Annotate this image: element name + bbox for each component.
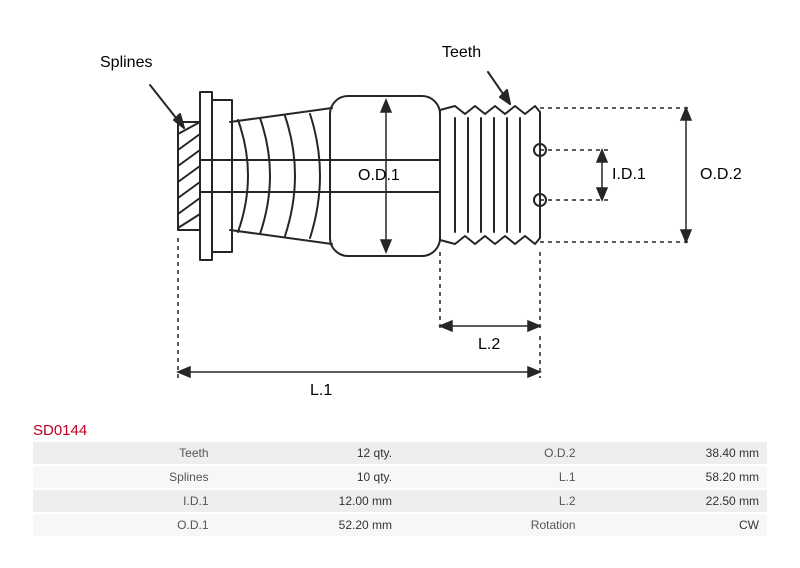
label-l2: L.2 (478, 336, 500, 354)
spec-key: L.1 (400, 465, 584, 489)
label-id1: I.D.1 (612, 166, 646, 184)
technical-diagram: Splines Teeth O.D.1 I.D.1 O.D.2 L.2 L.1 (0, 0, 800, 420)
part-code: SD0144 (33, 422, 87, 439)
label-od1: O.D.1 (358, 167, 400, 185)
spec-key: O.D.2 (400, 442, 584, 465)
spec-value: 12 qty. (217, 442, 401, 465)
spec-key: L.2 (400, 489, 584, 513)
spec-key: Rotation (400, 513, 584, 537)
spec-key: Teeth (33, 442, 217, 465)
table-row: Splines10 qty.L.158.20 mm (33, 465, 767, 489)
label-splines: Splines (100, 54, 152, 72)
spec-value: CW (584, 513, 768, 537)
spec-key: O.D.1 (33, 513, 217, 537)
table-row: O.D.152.20 mmRotationCW (33, 513, 767, 537)
spec-value: 38.40 mm (584, 442, 768, 465)
spec-value: 10 qty. (217, 465, 401, 489)
table-row: Teeth12 qty.O.D.238.40 mm (33, 442, 767, 465)
label-teeth: Teeth (442, 44, 481, 62)
label-l1: L.1 (310, 382, 332, 400)
table-row: I.D.112.00 mmL.222.50 mm (33, 489, 767, 513)
label-od2: O.D.2 (700, 166, 742, 184)
spec-key: Splines (33, 465, 217, 489)
spec-value: 58.20 mm (584, 465, 768, 489)
spec-value: 22.50 mm (584, 489, 768, 513)
spec-value: 52.20 mm (217, 513, 401, 537)
spec-value: 12.00 mm (217, 489, 401, 513)
spec-key: I.D.1 (33, 489, 217, 513)
spec-table-body: Teeth12 qty.O.D.238.40 mmSplines10 qty.L… (33, 442, 767, 537)
spec-table: Teeth12 qty.O.D.238.40 mmSplines10 qty.L… (33, 442, 767, 538)
